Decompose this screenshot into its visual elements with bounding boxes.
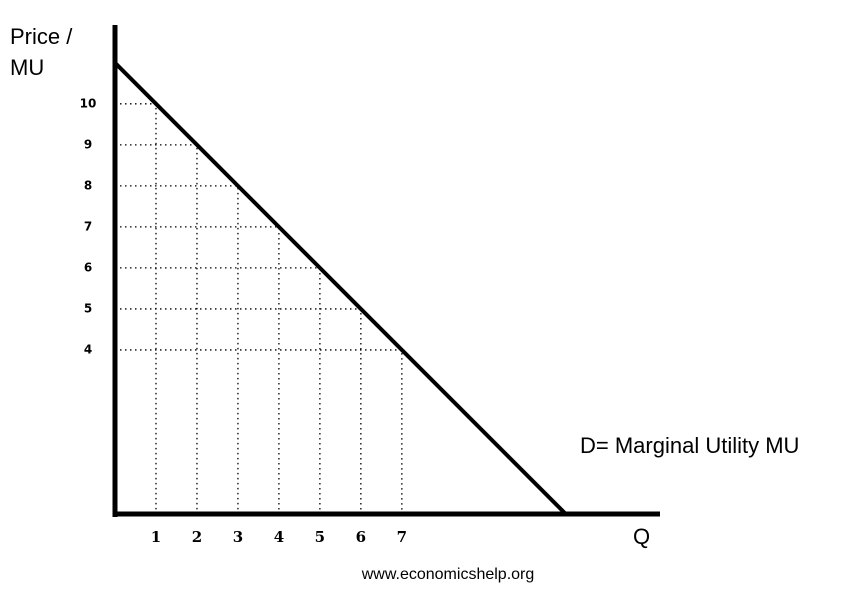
source: www.economicshelp.org [361, 566, 535, 583]
y-tick-label: 7 [84, 219, 92, 233]
y-tick-label: 8 [84, 178, 92, 192]
guide-line [115, 185, 239, 514]
y-tick-label: 6 [84, 260, 92, 274]
y-tick-label: 5 [84, 301, 92, 315]
x-tick-label: 7 [397, 528, 407, 546]
y-tick-label: 10 [80, 96, 97, 110]
guide-line [115, 267, 321, 514]
x-tick-label: 1 [151, 528, 161, 546]
y-axis-label: Price / [10, 24, 73, 49]
y-tick-label: 4 [84, 342, 92, 356]
x-tick-label: 6 [356, 528, 366, 546]
x-tick-label: 5 [315, 528, 325, 546]
x-tick-label: 3 [233, 528, 243, 546]
x-tick-label: 2 [192, 528, 202, 546]
demand-line [113, 61, 568, 516]
x-tick-label: 4 [274, 528, 284, 546]
y-tick-label: 9 [84, 137, 92, 151]
y-axis-label: MU [10, 55, 44, 80]
annotation: D= Marginal Utility MU [580, 433, 799, 458]
guide-line [115, 349, 403, 514]
x-axis-label: Q [633, 524, 650, 549]
guide-line [115, 226, 280, 514]
